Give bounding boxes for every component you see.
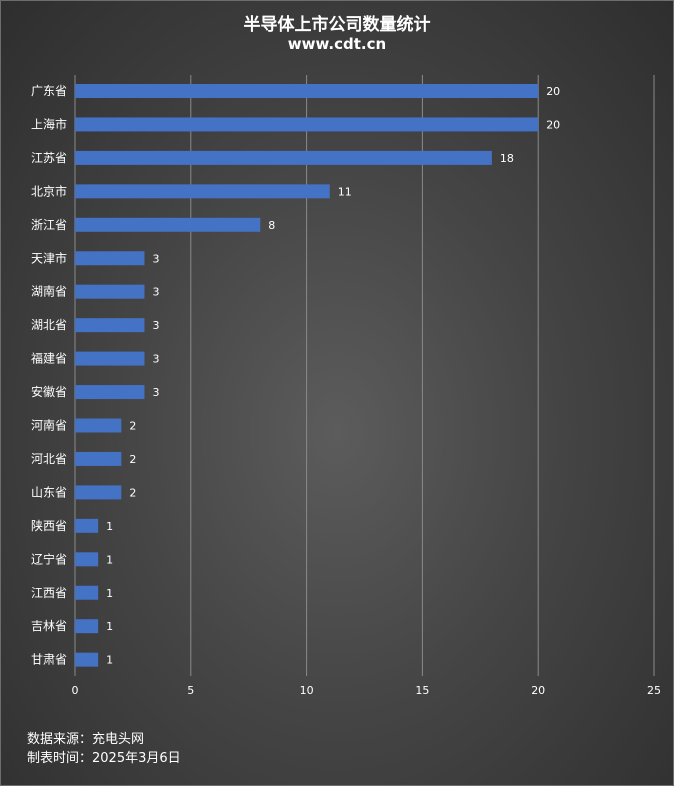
bar: [75, 284, 145, 299]
category-label: 浙江省: [31, 218, 67, 232]
chart-title: 半导体上市公司数量统计: [243, 15, 431, 35]
bar: [75, 117, 539, 132]
data-label: 1: [106, 553, 113, 566]
category-label: 湖南省: [31, 284, 67, 299]
bar: [75, 652, 99, 667]
bar: [75, 318, 145, 333]
category-label: 河北省: [31, 452, 67, 466]
data-label: 1: [106, 520, 113, 533]
data-label: 1: [106, 654, 113, 667]
category-label: 安徽省: [31, 384, 67, 399]
category-label: 北京市: [31, 183, 67, 198]
grid-layer: [74, 75, 655, 676]
x-tick-label: 25: [647, 684, 661, 697]
bar: [75, 385, 145, 400]
data-label: 18: [500, 152, 514, 165]
data-label: 2: [129, 486, 136, 499]
x-tick-label: 5: [187, 684, 194, 697]
data-label: 3: [152, 386, 159, 399]
category-label: 天津市: [31, 250, 67, 265]
x-tick-label: 20: [531, 684, 545, 697]
data-label: 3: [152, 286, 159, 299]
data-label: 3: [152, 252, 159, 265]
bar: [75, 150, 492, 165]
data-label: 2: [129, 420, 136, 433]
x-tick-label: 0: [72, 684, 79, 697]
footer-date: 制表时间：2025年3月6日: [27, 751, 181, 766]
bar: [75, 619, 99, 634]
bar: [75, 184, 330, 199]
category-label: 陕西省: [31, 518, 67, 533]
category-label: 上海市: [31, 116, 67, 131]
bar: [75, 518, 99, 533]
chart-subtitle: www.cdt.cn: [287, 35, 387, 53]
x-tick-label: 15: [415, 684, 429, 697]
data-label: 20: [546, 85, 560, 98]
data-label: 11: [338, 185, 352, 198]
data-label: 3: [152, 353, 159, 366]
category-label: 福建省: [31, 351, 67, 366]
bar: [75, 451, 122, 466]
bar: [75, 217, 261, 232]
bar: [75, 251, 145, 266]
bar: [75, 485, 122, 500]
category-label: 甘肃省: [31, 653, 67, 667]
data-label: 1: [106, 620, 113, 633]
category-label: 广东省: [31, 84, 67, 98]
data-label: 8: [268, 219, 275, 232]
category-label: 河南省: [31, 418, 67, 433]
category-label: 江西省: [31, 586, 67, 600]
category-label: 山东省: [31, 485, 67, 499]
data-label: 1: [106, 587, 113, 600]
category-label: 湖北省: [31, 317, 67, 332]
bar: [75, 351, 145, 366]
data-label: 2: [129, 453, 136, 466]
x-tick-label: 10: [300, 684, 314, 697]
bars-layer: [75, 84, 539, 667]
data-label: 3: [152, 319, 159, 332]
footer-source: 数据来源：充电头网: [27, 732, 145, 747]
bar: [75, 84, 539, 98]
category-label: 江苏省: [31, 151, 67, 165]
bar: [75, 418, 122, 433]
category-label: 吉林省: [31, 619, 67, 633]
category-label: 辽宁省: [31, 551, 67, 566]
bar: [75, 552, 99, 567]
bar: [75, 585, 99, 600]
data-label: 20: [546, 118, 560, 131]
